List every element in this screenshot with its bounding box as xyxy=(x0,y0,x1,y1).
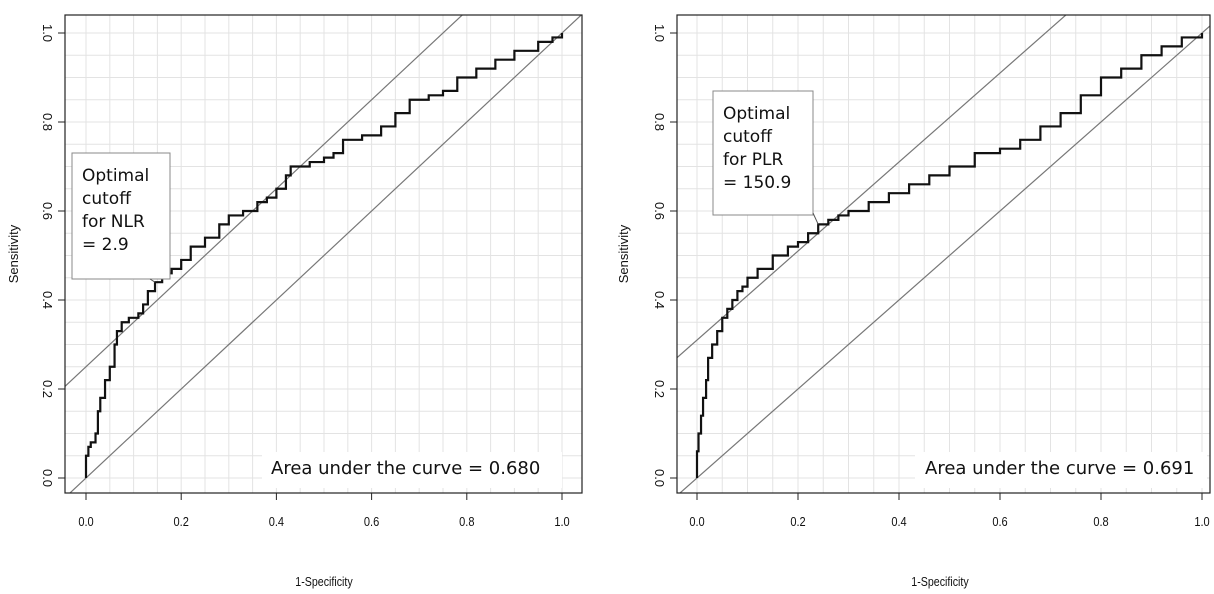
y-tick-label: 1.0 xyxy=(40,24,55,42)
cutoff-label-line: cutoff xyxy=(723,127,773,147)
x-tick-label: 1.0 xyxy=(554,514,570,529)
cutoff-label-line: = 150.9 xyxy=(723,173,791,193)
cutoff-label-line: cutoff xyxy=(82,189,132,209)
cutoff-pointer-line xyxy=(149,278,156,283)
auc-text: Area under the curve = 0.680 xyxy=(271,458,540,479)
auc-box xyxy=(915,452,1207,488)
cutoff-callout-box xyxy=(71,152,171,280)
cutoff-label-line: Optimal xyxy=(82,166,149,186)
x-tick-label: 1.0 xyxy=(1194,514,1210,529)
y-tick-label: 0.6 xyxy=(40,202,55,220)
cutoff-label-line: = 2.9 xyxy=(82,235,129,255)
diagonal-reference-line xyxy=(679,25,1210,493)
cutoff-label-line: for PLR xyxy=(723,150,784,170)
x-tick-label: 0.4 xyxy=(269,514,285,529)
plot-frame xyxy=(676,14,1211,494)
cutoff-tangent-line xyxy=(677,15,1067,359)
roc-panel-1: 0.0 0.2 0.4 0.6 0.8 1.0 0.0 0.2 0.4 0.6 0.8 1.0 1-Sp… xyxy=(6,14,583,589)
diagonal-reference-line xyxy=(69,15,582,493)
roc-curve xyxy=(695,33,1204,478)
grid-lines xyxy=(677,15,1210,493)
x-axis-label: 1-Specificity xyxy=(295,574,352,589)
y-tick-label: 0.0 xyxy=(652,469,667,487)
grid-lines xyxy=(65,15,582,493)
cutoff-tangent-line xyxy=(65,15,464,388)
y-axis-label: Sensitivity xyxy=(616,224,631,283)
auc-text: Area under the curve = 0.691 xyxy=(925,458,1194,479)
y-tick-label: 0.2 xyxy=(652,380,667,398)
x-tick-label: 0.0 xyxy=(78,514,94,529)
roc-curve xyxy=(84,33,564,478)
x-tick-label: 0.0 xyxy=(689,514,705,529)
cutoff-label-line: Optimal xyxy=(723,104,790,124)
x-tick-label: 0.6 xyxy=(364,514,380,529)
x-tick-label: 0.4 xyxy=(891,514,907,529)
y-axis-label: Sensitivity xyxy=(6,224,21,283)
x-tick-label: 0.2 xyxy=(174,514,190,529)
y-tick-label: 0.8 xyxy=(652,113,667,131)
y-tick-label: 0.4 xyxy=(40,291,55,309)
reference-lines xyxy=(65,15,582,493)
y-tick-label: 0.2 xyxy=(40,380,55,398)
y-tick-label: 0.6 xyxy=(652,202,667,220)
cutoff-pointer-line xyxy=(812,212,819,225)
reference-lines xyxy=(677,15,1210,493)
y-tick-label: 0.4 xyxy=(652,291,667,309)
plot-frame xyxy=(64,14,583,494)
x-tick-label: 0.2 xyxy=(790,514,806,529)
y-tick-label: 0.0 xyxy=(40,469,55,487)
cutoff-label-line: for NLR xyxy=(82,212,145,232)
x-tick-label: 0.8 xyxy=(1093,514,1109,529)
x-tick-label: 0.6 xyxy=(992,514,1008,529)
y-tick-label: 0.8 xyxy=(40,113,55,131)
cutoff-callout-box xyxy=(712,90,814,216)
x-tick-label: 0.8 xyxy=(459,514,475,529)
roc-panel-2: 0.0 0.2 0.4 0.6 0.8 1.0 0.0 0.2 0.4 0.6 0.8 1.0 1-Sp… xyxy=(616,14,1211,589)
y-tick-label: 1.0 xyxy=(652,24,667,42)
x-axis-label: 1-Specificity xyxy=(911,574,968,589)
auc-box xyxy=(262,452,562,488)
